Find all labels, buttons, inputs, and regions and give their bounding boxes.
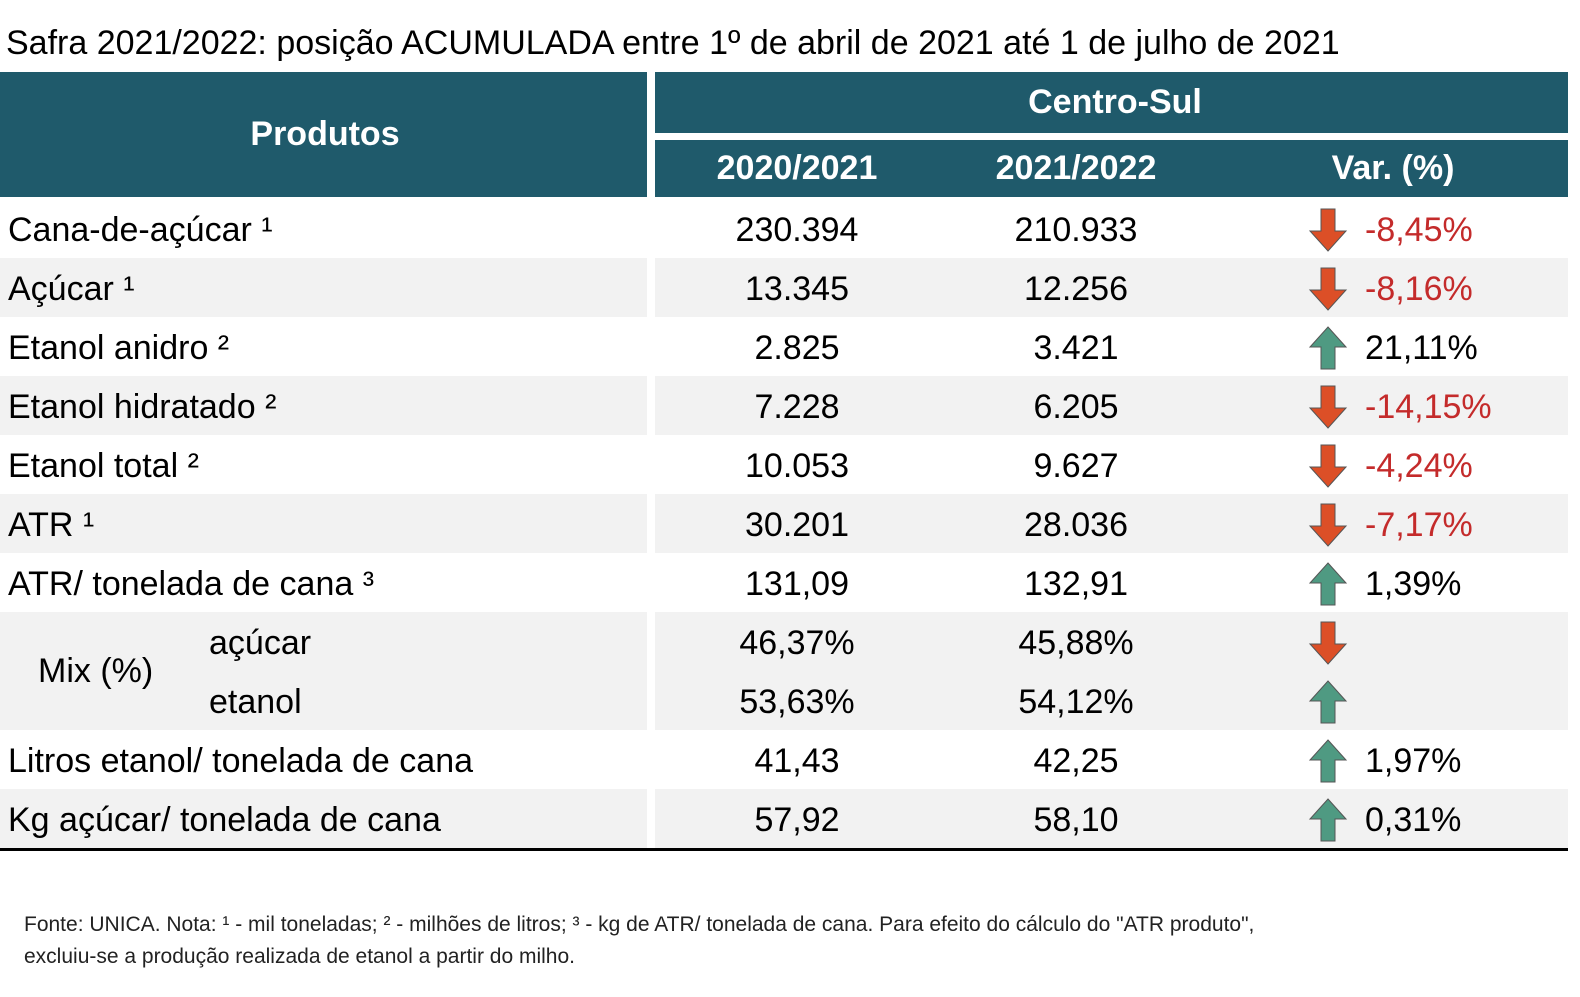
- header-cell: [655, 72, 1568, 133]
- cell-value: 45,88%: [1018, 623, 1134, 662]
- header-text: Produtos: [250, 115, 400, 153]
- cell-value: 58,10: [1033, 800, 1119, 839]
- row-label: etanol: [209, 682, 302, 721]
- cell-value: 6.205: [1033, 387, 1119, 426]
- cell-variation: 21,11%: [1365, 328, 1478, 367]
- header-text: Var. (%): [1331, 149, 1455, 187]
- row-label: Açúcar ¹: [8, 269, 135, 308]
- trend-arrow-up: [1308, 679, 1348, 723]
- header-text: 2020/2021: [716, 149, 878, 187]
- row-label: Etanol hidratado ²: [8, 387, 277, 426]
- cell-value: 12.256: [1024, 269, 1128, 308]
- trend-arrow-down: [1308, 621, 1348, 665]
- title: Safra 2021/2022: posição ACUMULADA entre…: [6, 24, 1340, 62]
- row-label: Kg açúcar/ tonelada de cana: [8, 800, 441, 839]
- header-text: Centro-Sul: [1028, 83, 1202, 121]
- trend-arrow-down: [1308, 267, 1348, 311]
- cell-variation: -8,16%: [1365, 269, 1473, 308]
- row-label: ATR/ tonelada de cana ³: [8, 564, 375, 603]
- cell-value: 210.933: [1014, 210, 1138, 249]
- row-stripe: [0, 376, 647, 435]
- trend-arrow-up: [1308, 561, 1348, 605]
- row-stripe: [655, 612, 1568, 730]
- row-label: Etanol anidro ²: [8, 328, 230, 367]
- cell-value: 54,12%: [1018, 682, 1134, 721]
- row-stripe: [655, 376, 1568, 435]
- cell-value: 7.228: [754, 387, 840, 426]
- cell-value: 132,91: [1024, 564, 1128, 603]
- cell-value: 53,63%: [739, 682, 855, 721]
- cell-value: 28.036: [1024, 505, 1128, 544]
- cell-variation: -7,17%: [1365, 505, 1473, 544]
- cell-variation: -4,24%: [1365, 446, 1473, 485]
- trend-arrow-up: [1308, 325, 1348, 369]
- row-label: Litros etanol/ tonelada de cana: [8, 741, 474, 780]
- row-stripe: [655, 789, 1568, 848]
- row-label: Cana-de-açúcar ¹: [8, 210, 273, 249]
- group-label: Mix (%): [38, 652, 154, 690]
- cell-value: 2.825: [754, 328, 840, 367]
- cell-variation: -8,45%: [1365, 210, 1473, 249]
- cell-value: 42,25: [1033, 741, 1119, 780]
- row-label: açúcar: [209, 623, 312, 662]
- row-stripe: [0, 258, 647, 317]
- trend-arrow-up: [1308, 797, 1348, 841]
- footnote-line: Fonte: UNICA. Nota: ¹ - mil toneladas; ²…: [24, 913, 1255, 936]
- row-stripe: [0, 789, 647, 848]
- row-stripe: [655, 494, 1568, 553]
- cell-value: 13.345: [745, 269, 849, 308]
- cell-value: 131,09: [745, 564, 849, 603]
- cell-value: 230.394: [735, 210, 859, 249]
- cell-variation: 1,97%: [1365, 741, 1462, 780]
- trend-arrow-down: [1308, 385, 1348, 429]
- cell-value: 57,92: [754, 800, 840, 839]
- trend-arrow-down: [1308, 503, 1348, 547]
- trend-arrow-down: [1308, 444, 1348, 488]
- cell-value: 10.053: [745, 446, 849, 485]
- table-bottom-rule: [0, 848, 1568, 851]
- cell-value: 3.421: [1033, 328, 1119, 367]
- cell-variation: 0,31%: [1365, 800, 1462, 839]
- footnote-line: excluiu-se a produção realizada de etano…: [24, 945, 575, 968]
- cell-value: 30.201: [745, 505, 849, 544]
- row-label: ATR ¹: [8, 505, 95, 544]
- header-cell: [0, 72, 647, 197]
- header-text: 2021/2022: [995, 149, 1157, 187]
- row-stripe: [0, 494, 647, 553]
- header-cell: [655, 140, 1568, 197]
- cell-value: 41,43: [754, 741, 840, 780]
- cell-variation: 1,39%: [1365, 564, 1462, 603]
- row-label: Etanol total ²: [8, 446, 199, 485]
- row-stripe: [655, 258, 1568, 317]
- cell-value: 9.627: [1033, 446, 1119, 485]
- trend-arrow-down: [1308, 208, 1348, 252]
- trend-arrow-up: [1308, 738, 1348, 782]
- cell-value: 46,37%: [739, 623, 855, 662]
- row-stripe: [0, 612, 647, 730]
- cell-variation: -14,15%: [1365, 387, 1492, 426]
